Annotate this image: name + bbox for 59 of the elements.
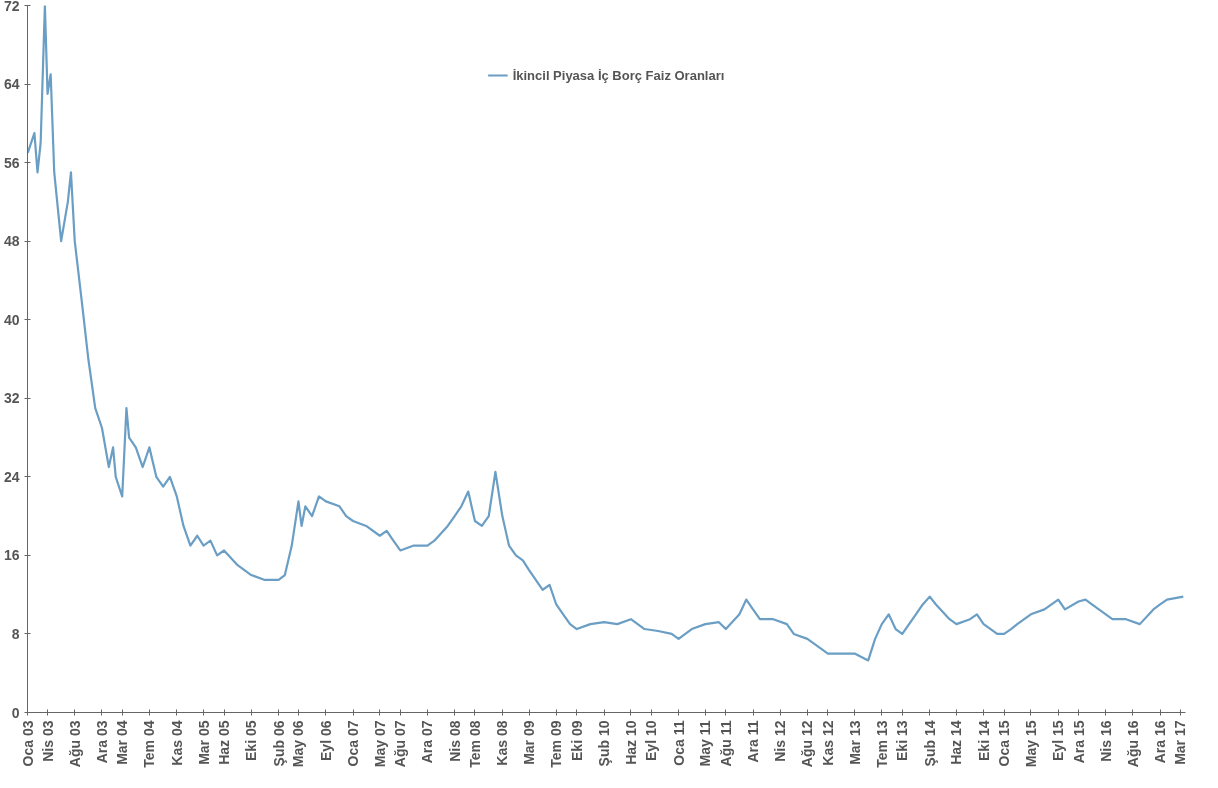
y-tick-label: 64	[3, 76, 20, 93]
x-tick-label: Ağu 03	[66, 720, 83, 768]
x-tick-label: Şub 14	[921, 720, 938, 767]
line-series	[27, 5, 1185, 662]
x-tick-label: Eki 14	[975, 720, 992, 761]
x-tick-label: Ara 15	[1070, 720, 1087, 764]
x-tick-label: Eyl 06	[317, 720, 334, 761]
x-tick-label: Nis 08	[446, 720, 463, 762]
y-tick-label: 0	[11, 704, 20, 721]
x-tick-label: Nis 12	[772, 720, 789, 762]
x-tick-label: Ara 16	[1152, 720, 1169, 764]
y-tick-label: 24	[3, 468, 20, 485]
x-tick-label: May 07	[371, 720, 388, 768]
y-tick-label: 16	[3, 547, 20, 564]
x-tick-label: Tem 08	[466, 720, 483, 768]
y-tick-label: 48	[3, 233, 20, 250]
x-tick-label: Ağu 12	[799, 720, 816, 768]
x-tick-label: Kas 08	[494, 720, 511, 766]
x-tick-label: Ara 11	[745, 720, 761, 763]
x-tick-label: Eyl 15	[1050, 720, 1067, 761]
x-tick-label: Eki 05	[243, 720, 260, 761]
x-tick-label: Şub 06	[270, 720, 287, 767]
y-tick-label: 56	[3, 154, 20, 171]
x-tick-label: Tem 04	[141, 720, 158, 768]
x-tick-label: May 11	[697, 720, 714, 767]
x-tick-label: Mar 04	[114, 720, 131, 765]
x-tick-label: Oca 11	[670, 720, 687, 766]
x-tick-label: Tem 09	[548, 720, 565, 768]
x-tick-label: Kas 12	[819, 720, 836, 766]
x-tick-label: Eki 09	[568, 720, 585, 761]
x-tick-label: Ağu 11	[717, 720, 734, 767]
x-tick-label: Haz 10	[622, 720, 639, 765]
x-tick-label: Oca 15	[996, 720, 1013, 767]
x-tick-label: Şub 10	[596, 720, 613, 767]
x-tick-label: Mar 05	[195, 720, 212, 765]
y-tick-label: 40	[3, 311, 20, 328]
x-tick-label: May 15	[1022, 720, 1039, 768]
x-tick-label: Kas 04	[168, 720, 185, 766]
x-tick-label: Ağu 07	[392, 720, 409, 768]
x-tick-label: Eki 13	[894, 720, 911, 761]
y-tick-label: 32	[3, 390, 20, 407]
x-tick-label: Ara 07	[419, 720, 436, 764]
y-tick-label: 8	[11, 625, 20, 642]
y-tick-label: 72	[3, 0, 20, 14]
x-tick-label: Oca 07	[345, 720, 362, 767]
x-tick-label: Ara 03	[93, 720, 110, 764]
x-tick-label: Mar 13	[846, 720, 863, 765]
x-tick-label: Haz 05	[216, 720, 233, 765]
x-tick-label: Tem 13	[873, 720, 890, 768]
x-tick-label: Nis 03	[39, 720, 56, 762]
x-tick-label: May 06	[290, 720, 307, 768]
x-tick-label: Haz 14	[948, 720, 965, 765]
x-tick-label: Mar 17	[1172, 720, 1189, 765]
x-tick-label: Mar 09	[521, 720, 538, 765]
legend-label: İkincil Piyasa İç Borç Faiz Oranları	[512, 67, 725, 83]
x-tick-label: Oca 03	[19, 720, 36, 767]
x-tick-label: Eyl 10	[643, 720, 660, 761]
x-tick-label: Ağu 16	[1124, 720, 1141, 768]
x-tick-label: Nis 16	[1097, 720, 1114, 762]
